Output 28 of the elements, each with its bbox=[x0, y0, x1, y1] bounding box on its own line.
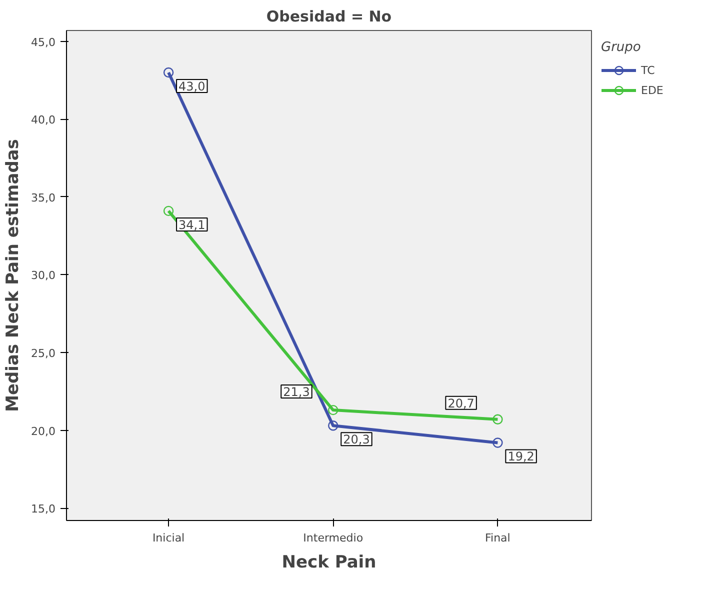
x-tick-label: Inicial bbox=[152, 532, 185, 544]
x-tick-label: Intermedio bbox=[303, 532, 364, 544]
data-label: 20,3 bbox=[343, 432, 370, 447]
y-tick-label: 45,0 bbox=[31, 36, 56, 49]
data-label: 20,7 bbox=[448, 396, 474, 410]
y-axis-title: Medias Neck Pain estimadas bbox=[3, 139, 24, 412]
chart-title: Obesidad = No bbox=[266, 8, 392, 26]
y-tick-label: 35,0 bbox=[31, 191, 56, 204]
point bbox=[163, 206, 174, 216]
data-label: 21,3 bbox=[283, 385, 310, 400]
y-tick-label: 30,0 bbox=[31, 269, 56, 282]
point bbox=[492, 414, 503, 424]
point bbox=[328, 404, 338, 416]
y-tick-label: 40,0 bbox=[31, 114, 56, 127]
data-label: 43,0 bbox=[178, 80, 206, 94]
data-label: 19,2 bbox=[508, 450, 534, 464]
point bbox=[163, 67, 174, 78]
legend-label: TC bbox=[641, 64, 656, 76]
x-axis-title: Neck Pain bbox=[282, 552, 376, 572]
x-tick-label: Final bbox=[485, 532, 510, 544]
legend-label: EDE bbox=[641, 84, 664, 96]
legend-title: Grupo bbox=[601, 40, 642, 55]
data-label: 34,1 bbox=[178, 218, 206, 232]
point bbox=[492, 438, 503, 448]
y-tick-label: 20,0 bbox=[31, 424, 56, 438]
y-tick-label: 15,0 bbox=[31, 502, 56, 516]
point bbox=[328, 420, 338, 431]
y-tick-label: 25,0 bbox=[31, 347, 56, 360]
